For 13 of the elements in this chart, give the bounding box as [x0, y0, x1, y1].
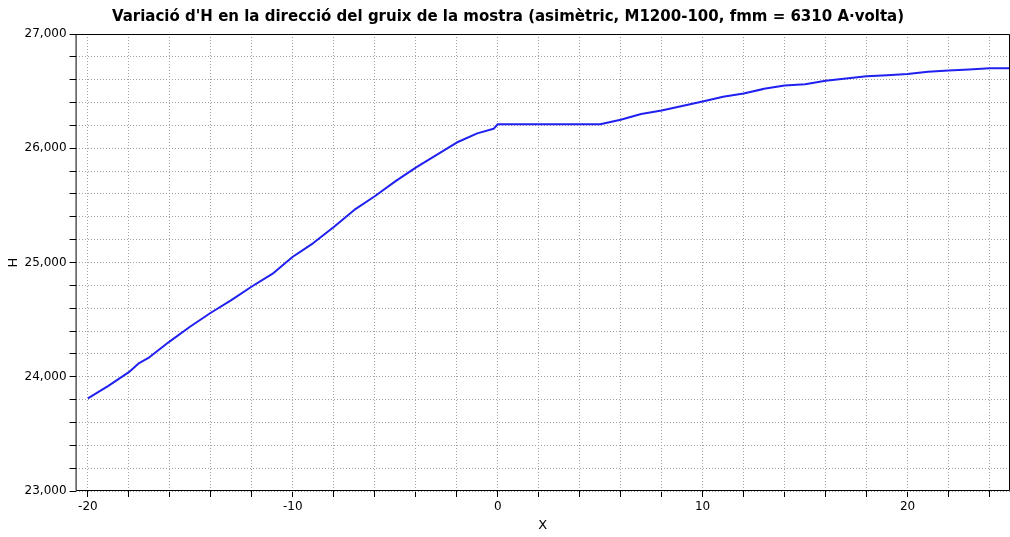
x-axis-title: X [538, 516, 548, 532]
chart-title: Variació d'H en la direcció del gruix de la mostra (asimètric, M1200-100, fmm = 6310 A·volta) [111, 6, 905, 25]
y-tick-label: 23,000 [24, 483, 67, 498]
y-axis-title: H [5, 257, 21, 268]
x-tick-label: -10 [282, 499, 303, 514]
x-tick-label: 10 [694, 499, 711, 514]
x-tick-label: 0 [493, 499, 502, 514]
y-tick-label: 25,000 [24, 254, 67, 269]
y-tick-label: 26,000 [24, 140, 67, 155]
y-tick-label: 27,000 [24, 26, 67, 41]
x-tick-label: -20 [78, 499, 98, 514]
y-tick-label: 24,000 [24, 368, 67, 383]
x-tick-label: 20 [899, 499, 916, 514]
